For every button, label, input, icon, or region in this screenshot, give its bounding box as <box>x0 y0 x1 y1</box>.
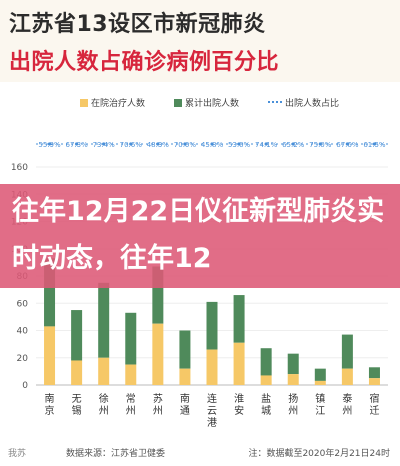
x-tick-label: 南京 <box>45 392 55 417</box>
rate-point <box>183 142 187 146</box>
bar-in-hospital <box>260 375 272 385</box>
rate-label: 70.6% <box>120 141 143 149</box>
legend-item-rate: 出院人数占比 <box>268 96 339 109</box>
rate-label: 75.0% <box>309 141 332 149</box>
x-tick-label: 宿迁 <box>369 392 379 417</box>
rate-point <box>372 142 377 146</box>
rate-point <box>156 142 160 146</box>
data-note: 注：数据截至2020年2月21日24时 <box>248 449 390 459</box>
x-tick-label: 常州 <box>126 392 136 417</box>
y-tick-label: 60 <box>17 299 29 309</box>
rate-point <box>318 142 322 146</box>
legend-swatch-discharged <box>174 99 182 107</box>
rate-label: 45.8% <box>201 141 224 149</box>
bar-in-hospital <box>233 342 245 385</box>
bar-discharged <box>125 312 137 365</box>
bar-in-hospital <box>71 360 83 385</box>
rate-label: 65.2% <box>282 141 305 149</box>
rate-point <box>264 142 268 146</box>
rate-label: 67.6% <box>336 141 359 149</box>
legend-item-in-hospital: 在院治疗人数 <box>80 96 145 109</box>
bar-discharged <box>368 367 380 379</box>
legend-label-rate: 出院人数占比 <box>285 99 340 109</box>
y-tick-label: 20 <box>17 354 29 364</box>
legend-line-rate <box>268 101 282 103</box>
bar-in-hospital <box>179 368 191 385</box>
rate-label: 61.5% <box>363 141 386 149</box>
bar-discharged <box>179 330 191 369</box>
bar-discharged <box>260 348 272 376</box>
x-tick-label: 无锡 <box>72 394 82 417</box>
x-tick-label: 盐城 <box>261 392 271 417</box>
footer: 我苏 数据来源：江苏省卫健委 注：数据截至2020年2月21日24时 <box>0 437 400 466</box>
bar-in-hospital <box>44 326 56 385</box>
chart-legend: 在院治疗人数 累计出院人数 出院人数占比 <box>0 96 400 110</box>
rate-point <box>75 142 79 146</box>
legend-label-discharged: 累计出院人数 <box>185 99 240 109</box>
headline-text: 往年12月22日仪征新型肺炎实时动态，往年12 <box>12 196 385 274</box>
chart-subtitle: 出院人数占确诊病例百分比 <box>9 44 280 76</box>
chart-subtitle-text: 出院人数占确诊病例百分比 <box>9 50 280 75</box>
rate-point <box>345 142 349 146</box>
bar-discharged <box>206 301 218 350</box>
y-tick-label: 40 <box>17 327 29 337</box>
bar-in-hospital <box>287 374 299 385</box>
x-tick-label: 泰州 <box>342 392 352 417</box>
bar-discharged <box>71 310 83 361</box>
bar-chart: 02040608010012014016055.9%南京67.3%无锡73.4%… <box>11 141 388 429</box>
headline-overlay: 往年12月22日仪征新型肺炎实时动态，往年12 <box>0 184 400 288</box>
legend-swatch-in-hospital <box>80 99 88 107</box>
bar-discharged <box>341 334 353 369</box>
rate-point <box>102 142 106 146</box>
bar-in-hospital <box>98 357 110 385</box>
bar-discharged <box>98 282 110 358</box>
bar-discharged <box>152 266 164 324</box>
y-tick-label: 0 <box>22 381 28 391</box>
bar-in-hospital <box>314 380 326 385</box>
bar-discharged <box>314 368 326 381</box>
legend-label-in-hospital: 在院治疗人数 <box>91 99 146 109</box>
legend-item-discharged: 累计出院人数 <box>174 96 239 109</box>
rate-label: 74.1% <box>255 141 278 149</box>
rate-point <box>291 142 295 146</box>
x-tick-label: 徐州 <box>99 392 109 417</box>
x-tick-label: 连云港 <box>207 392 217 429</box>
rate-label: 48.3% <box>147 141 170 149</box>
app-logo: 我苏 <box>8 449 27 459</box>
rate-point <box>237 142 241 146</box>
x-tick-label: 苏州 <box>153 392 163 417</box>
x-tick-label: 淮安 <box>234 393 244 417</box>
rate-label: 67.3% <box>65 141 88 149</box>
title-header: 江苏省13设区市新冠肺炎 出院人数占确诊病例百分比 <box>0 0 400 82</box>
rate-label: 55.9% <box>38 141 61 149</box>
rate-label: 73.4% <box>93 141 116 149</box>
bar-in-hospital <box>341 368 353 385</box>
x-tick-label: 扬州 <box>288 392 298 417</box>
rate-label: 53.0% <box>228 141 251 149</box>
chart-title: 江苏省13设区市新冠肺炎 <box>9 12 266 37</box>
bar-discharged <box>44 258 56 327</box>
bar-in-hospital <box>152 323 164 385</box>
bar-discharged <box>233 295 245 343</box>
rate-point <box>210 142 214 146</box>
bar-in-hospital <box>206 349 218 385</box>
rate-point <box>47 142 52 146</box>
bar-in-hospital <box>368 378 380 385</box>
bar-in-hospital <box>125 364 137 385</box>
rate-point <box>129 142 133 146</box>
bar-discharged <box>287 353 299 375</box>
data-source: 数据来源：江苏省卫健委 <box>66 449 166 459</box>
x-tick-label: 南通 <box>180 392 190 417</box>
rate-label: 70.0% <box>174 141 197 149</box>
y-tick-label: 160 <box>11 163 28 173</box>
x-tick-label: 镇江 <box>315 392 325 417</box>
